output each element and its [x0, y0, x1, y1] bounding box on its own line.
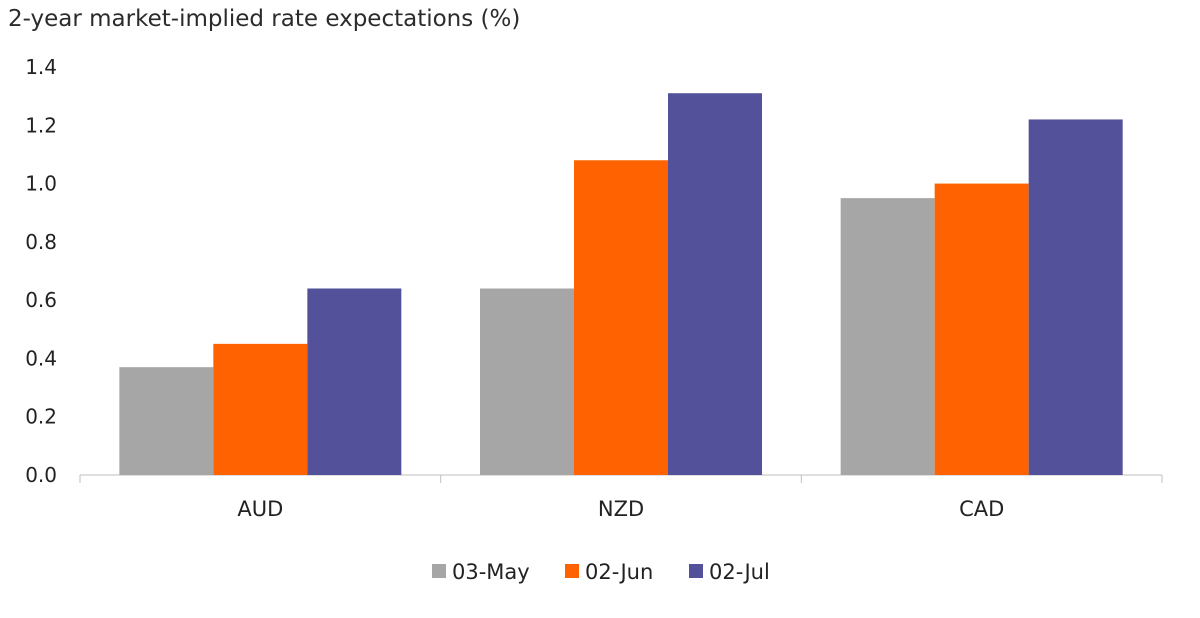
y-tick-label: 1.2	[25, 113, 57, 137]
legend: 03-May 02-Jun 02-Jul	[432, 560, 770, 584]
bar-aud-03-may	[119, 367, 214, 475]
category-label: NZD	[598, 497, 644, 521]
bar-cad-02-jun	[934, 183, 1029, 476]
y-tick-label: 1.0	[25, 172, 57, 196]
bars	[119, 93, 1123, 476]
bar-aud-02-jun	[213, 343, 308, 475]
bar-nzd-02-jun	[574, 160, 668, 475]
bar-cad-02-jul	[1028, 119, 1123, 475]
legend-label: 02-Jun	[585, 560, 653, 584]
legend-swatch	[432, 564, 446, 578]
y-tick-label: 0.4	[25, 346, 57, 370]
category-label: AUD	[237, 497, 283, 521]
category-label: CAD	[959, 497, 1004, 521]
y-axis: 0.0 0.2 0.4 0.6 0.8 1.0 1.2 1.4	[25, 55, 57, 487]
y-tick-label: 0.6	[25, 288, 57, 312]
y-tick-label: 1.4	[25, 55, 57, 79]
bar-nzd-03-may	[480, 288, 574, 475]
bar-nzd-02-jul	[668, 93, 762, 475]
legend-swatch	[689, 564, 703, 578]
y-tick-label: 0.2	[25, 405, 57, 429]
chart-title: 2-year market-implied rate expectations …	[8, 6, 521, 32]
legend-label: 02-Jul	[709, 560, 770, 584]
x-axis: AUD NZD CAD	[79, 474, 1163, 521]
y-tick-label: 0.0	[25, 463, 57, 487]
legend-label: 03-May	[452, 560, 530, 584]
y-tick-label: 0.8	[25, 230, 57, 254]
bar-aud-02-jul	[307, 288, 402, 475]
legend-swatch	[565, 564, 579, 578]
bar-cad-03-may	[840, 198, 935, 475]
